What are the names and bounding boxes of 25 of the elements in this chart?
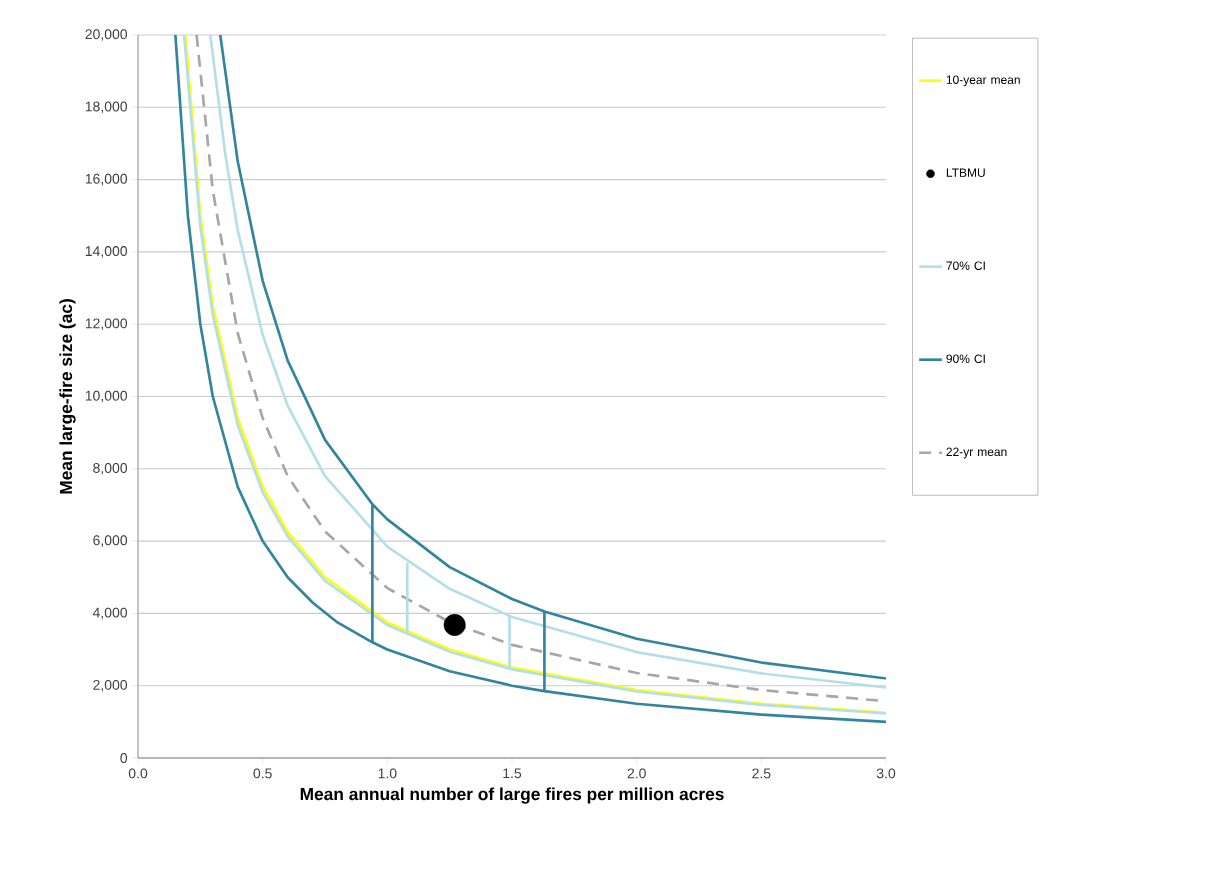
legend-label: 10-year mean [946,75,1020,87]
x-tick-label: 0.0 [128,768,148,779]
x-tick-label: 0.5 [253,768,272,779]
y-tick-label: 4,000 [92,607,128,620]
legend-label: 90% CI [946,354,985,364]
x-tick-label: 1.0 [378,768,397,779]
x-tick-label: 2.0 [627,768,646,779]
x-tick-label: 1.5 [503,768,522,779]
y-tick-label: 18,000 [85,101,128,114]
y-axis-title: Mean large-fire size (ac) [59,299,76,494]
x-tick-label: 2.5 [752,768,771,779]
y-tick-label: 12,000 [85,318,128,330]
legend-label: 70% CI [946,261,985,270]
legend-label: LTBMU [946,168,985,177]
x-axis-title: Mean annual number of large fires per million acres [300,787,724,804]
y-tick-label: 14,000 [85,246,128,258]
y-tick-label: 16,000 [85,173,128,186]
x-tick-label: 3.0 [876,768,896,779]
legend-label: 22-yr mean [946,447,1007,459]
y-tick-label: 10,000 [85,390,128,403]
y-tick-label: 2,000 [93,679,128,692]
y-tick-label: 6,000 [93,535,128,547]
y-tick-label: 0 [120,753,128,763]
y-tick-label: 20,000 [85,29,128,41]
y-tick-label: 8,000 [93,463,128,475]
